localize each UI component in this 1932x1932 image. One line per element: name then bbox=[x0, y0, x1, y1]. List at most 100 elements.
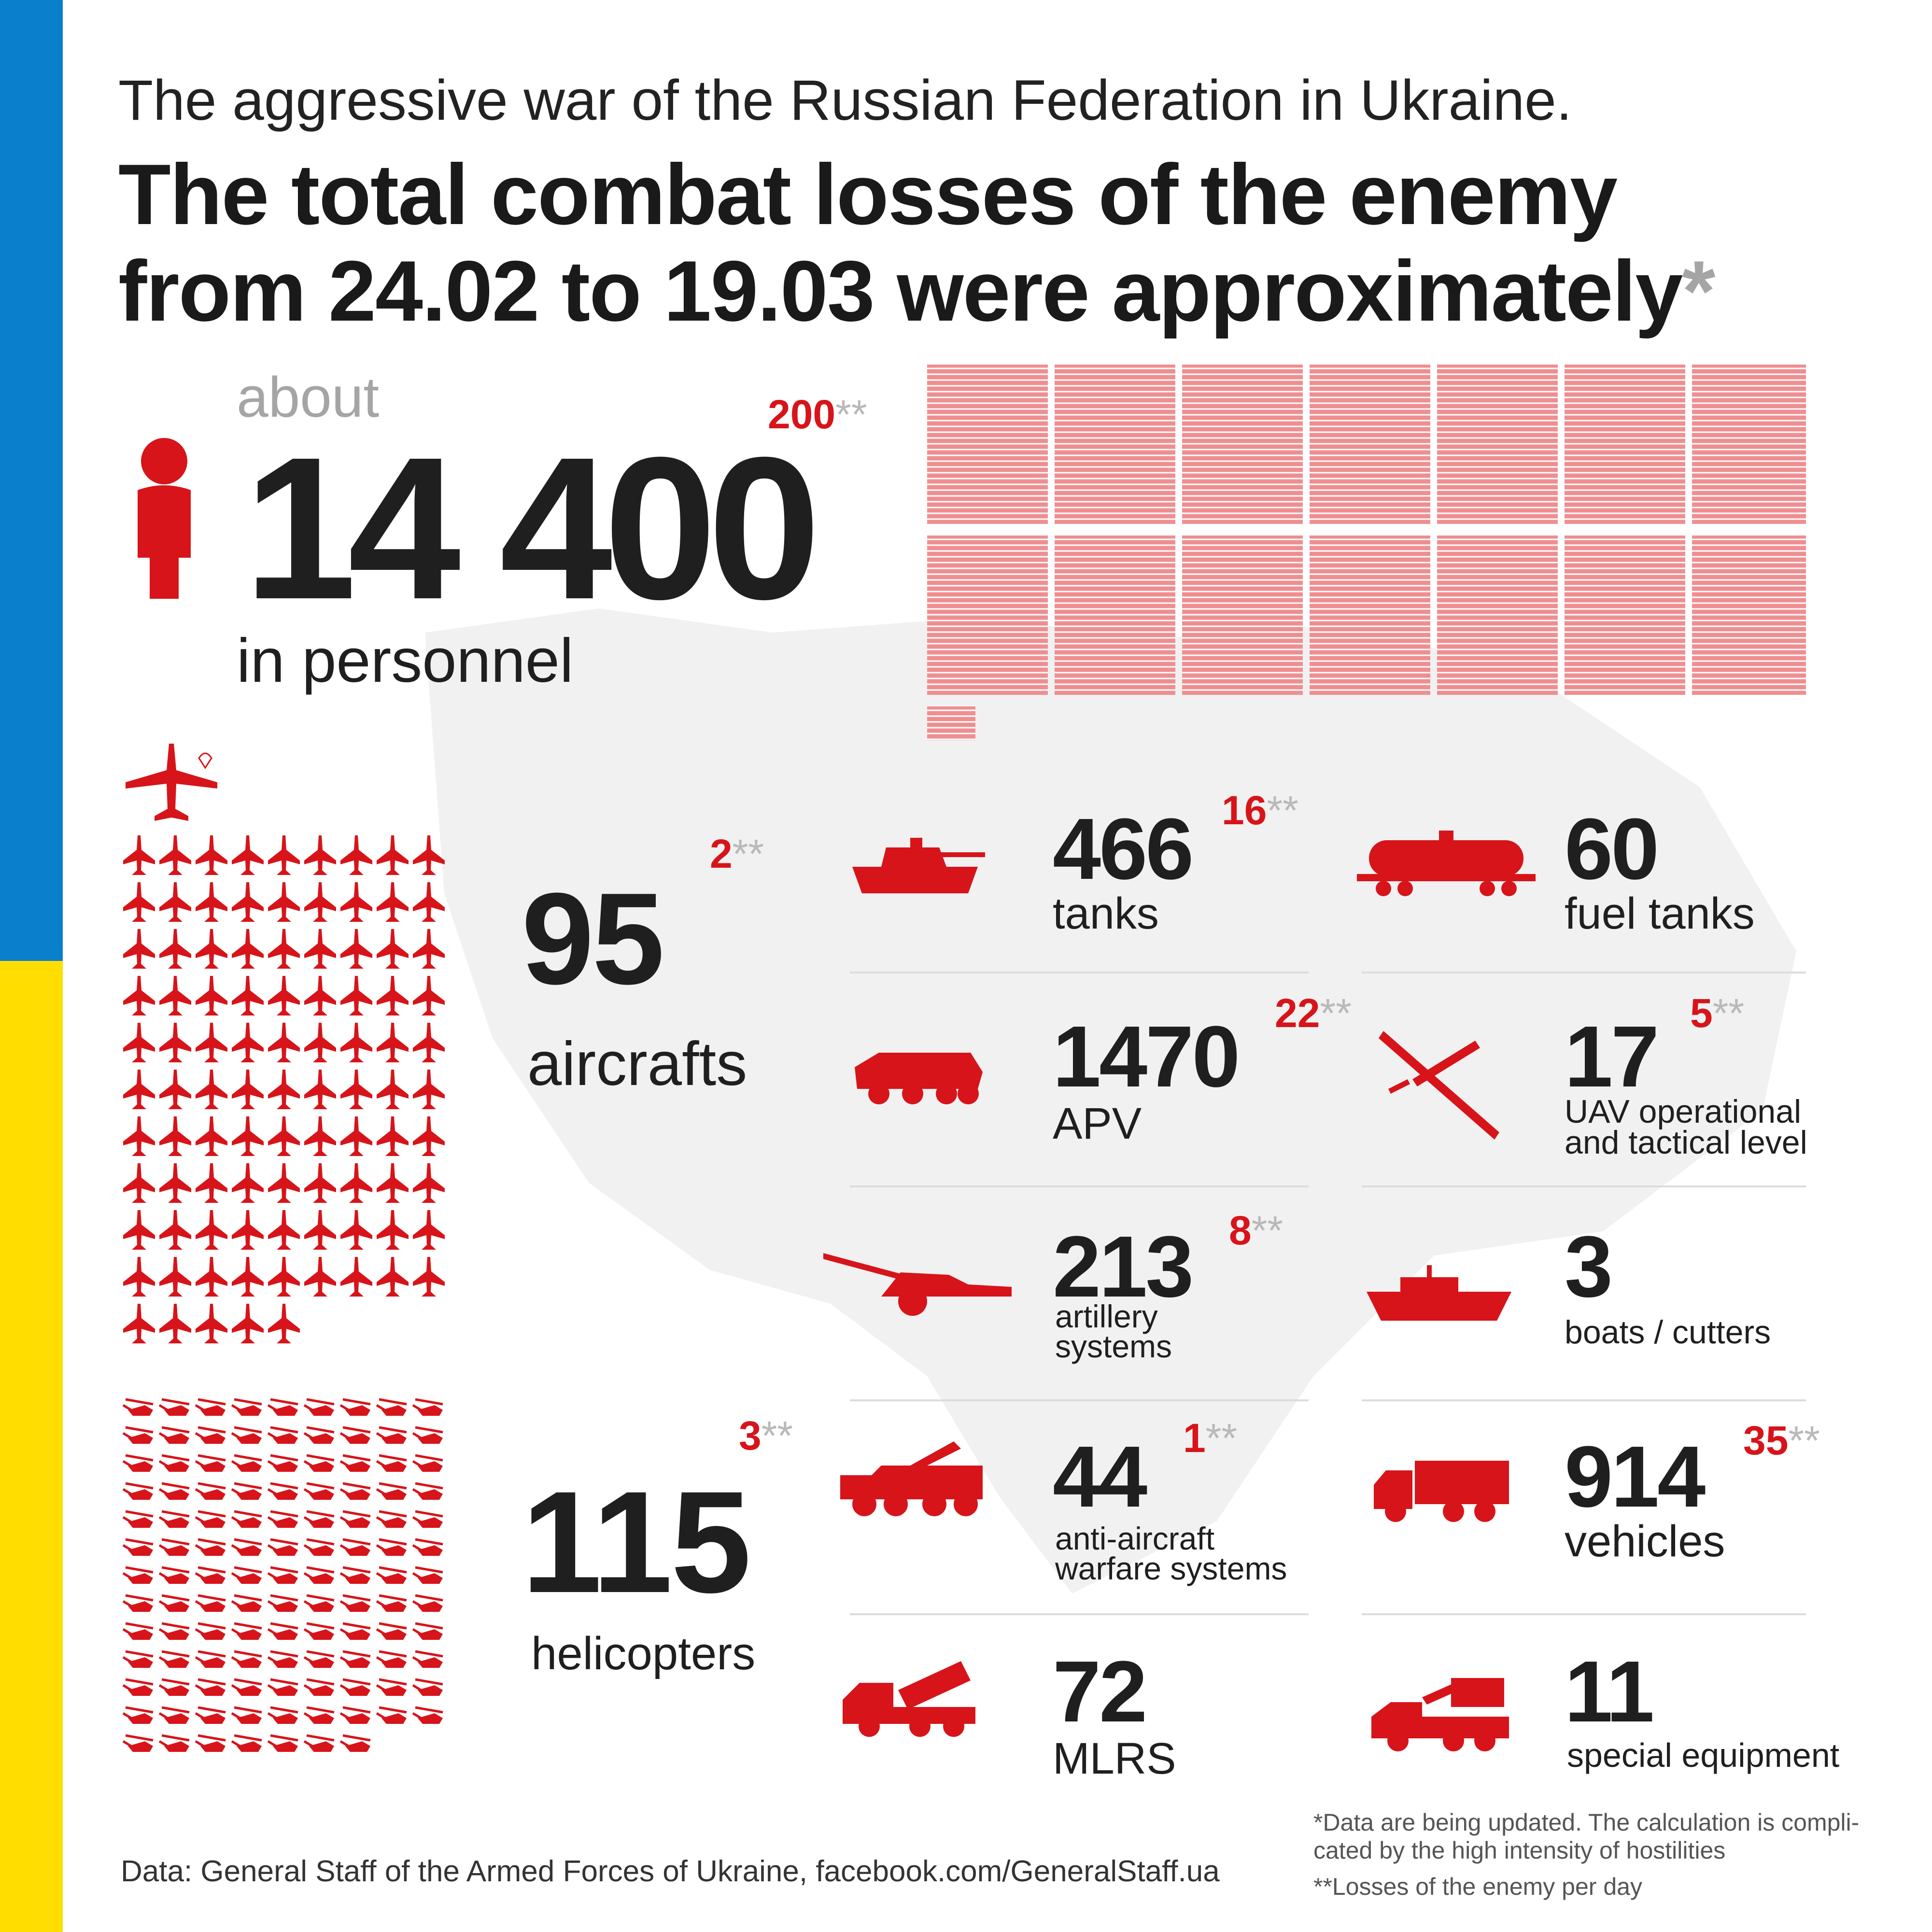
jet-icon bbox=[304, 976, 336, 1015]
aircraft-daily: 2** bbox=[710, 831, 764, 876]
jet-icon bbox=[123, 929, 155, 969]
jet-icon bbox=[232, 929, 264, 969]
helicopter-icon bbox=[231, 1482, 262, 1500]
special-value: 11 bbox=[1565, 1643, 1654, 1740]
jet-icon bbox=[232, 1210, 264, 1250]
jet-icon bbox=[159, 1116, 191, 1156]
fuel-tanks-value: 60 bbox=[1565, 801, 1659, 898]
flag-stripe-yellow bbox=[0, 961, 63, 1932]
jet-icon bbox=[377, 1023, 409, 1062]
footnote-daily-losses: **Losses of the enemy per day bbox=[1313, 1873, 1642, 1900]
vehicles-daily: 35** bbox=[1743, 1418, 1820, 1463]
fuel-tank-wagon-icon bbox=[1357, 831, 1536, 896]
aircraft-label: aircrafts bbox=[527, 1029, 747, 1099]
page-title-line2: from 24.02 to 19.03 were approximately* bbox=[118, 243, 1716, 339]
helicopter-icon bbox=[376, 1454, 407, 1472]
jet-icon bbox=[196, 1070, 227, 1109]
tank-icon bbox=[852, 838, 985, 893]
jet-icon bbox=[340, 1116, 372, 1156]
helicopter-icon bbox=[412, 1706, 443, 1724]
jet-icon bbox=[304, 882, 336, 922]
jet-icon bbox=[413, 1163, 445, 1203]
helicopter-icon bbox=[122, 1482, 154, 1500]
helicopter-icon bbox=[339, 1734, 371, 1752]
jet-icon bbox=[377, 1257, 409, 1297]
jet-icon bbox=[123, 1257, 155, 1297]
helicopter-icon bbox=[339, 1566, 371, 1584]
helicopter-icon bbox=[303, 1482, 335, 1500]
helicopter-icon bbox=[267, 1706, 298, 1724]
helicopter-icon bbox=[231, 1566, 262, 1584]
helicopter-icon bbox=[376, 1678, 407, 1696]
helicopter-icon bbox=[376, 1622, 407, 1640]
jet-icon bbox=[377, 835, 409, 875]
jet-icon bbox=[340, 1163, 372, 1203]
boats-label: boats / cutters bbox=[1565, 1314, 1771, 1351]
anti-aircraft-label: anti-aircraft warfare systems bbox=[1055, 1521, 1287, 1586]
helicopter-icon bbox=[376, 1566, 407, 1584]
helicopter-icon bbox=[303, 1538, 335, 1556]
jet-icon bbox=[196, 929, 227, 969]
helicopter-icon bbox=[376, 1594, 407, 1612]
helicopter-icon bbox=[267, 1482, 298, 1500]
helicopter-icon bbox=[267, 1594, 298, 1612]
helicopter-icon bbox=[339, 1482, 371, 1500]
vehicles-value: 914 bbox=[1565, 1428, 1706, 1525]
helicopter-icon bbox=[339, 1594, 371, 1612]
helicopter-icon bbox=[339, 1510, 371, 1528]
jet-icon bbox=[268, 1163, 300, 1203]
helicopter-icon bbox=[376, 1426, 407, 1444]
helicopter-icon bbox=[195, 1398, 226, 1416]
jet-icon bbox=[304, 1023, 336, 1062]
tanks-value: 466 bbox=[1053, 801, 1194, 898]
helicopter-icon bbox=[339, 1678, 371, 1696]
helicopter-icon bbox=[303, 1594, 335, 1612]
jet-icon bbox=[268, 835, 300, 875]
jet-icon bbox=[377, 1163, 409, 1203]
apv-value: 1470 bbox=[1053, 1008, 1240, 1105]
helicopter-icon bbox=[158, 1566, 190, 1584]
jet-icon bbox=[340, 976, 372, 1015]
apv-daily: 22** bbox=[1275, 990, 1352, 1036]
jet-icon bbox=[232, 835, 264, 875]
jet-icon bbox=[196, 835, 227, 875]
jet-icon bbox=[377, 1210, 409, 1250]
helicopter-icon bbox=[303, 1398, 335, 1416]
jet-icon bbox=[196, 1116, 227, 1156]
jet-icon bbox=[340, 1257, 372, 1297]
jet-icon bbox=[304, 1210, 336, 1250]
divider bbox=[850, 1613, 1309, 1615]
jet-icon bbox=[377, 929, 409, 969]
jet-icon bbox=[196, 1023, 227, 1062]
jet-icon bbox=[159, 929, 191, 969]
jet-icon bbox=[340, 1210, 372, 1250]
helicopter-icon bbox=[267, 1734, 298, 1752]
helicopter-icon bbox=[376, 1650, 407, 1668]
jet-icon bbox=[304, 1116, 336, 1156]
jet-icon bbox=[196, 882, 227, 922]
jet-icon bbox=[159, 835, 191, 875]
helicopter-icon bbox=[376, 1482, 407, 1500]
helicopter-icon bbox=[158, 1678, 190, 1696]
boat-icon bbox=[1367, 1265, 1511, 1321]
helicopter-icon bbox=[303, 1454, 335, 1472]
footnote-data-updated: *Data are being updated. The calculation… bbox=[1313, 1809, 1860, 1864]
helicopter-icon bbox=[158, 1398, 190, 1416]
helicopter-icon bbox=[195, 1482, 226, 1500]
helicopter-icon bbox=[267, 1426, 298, 1444]
jet-icon bbox=[232, 1163, 264, 1203]
jet-icon bbox=[232, 976, 264, 1015]
helicopter-icon bbox=[122, 1538, 154, 1556]
helicopter-icon bbox=[412, 1454, 443, 1472]
jet-icon bbox=[159, 1257, 191, 1297]
helicopter-icon bbox=[231, 1510, 262, 1528]
helicopter-icon bbox=[231, 1454, 262, 1472]
helicopter-icon bbox=[195, 1538, 226, 1556]
helicopter-icon bbox=[122, 1510, 154, 1528]
helicopter-icon bbox=[122, 1622, 154, 1640]
helicopter-icon bbox=[267, 1650, 298, 1668]
helicopter-icon bbox=[412, 1482, 443, 1500]
helicopter-icon bbox=[231, 1594, 262, 1612]
jet-icon bbox=[340, 835, 372, 875]
helicopter-icon bbox=[267, 1538, 298, 1556]
